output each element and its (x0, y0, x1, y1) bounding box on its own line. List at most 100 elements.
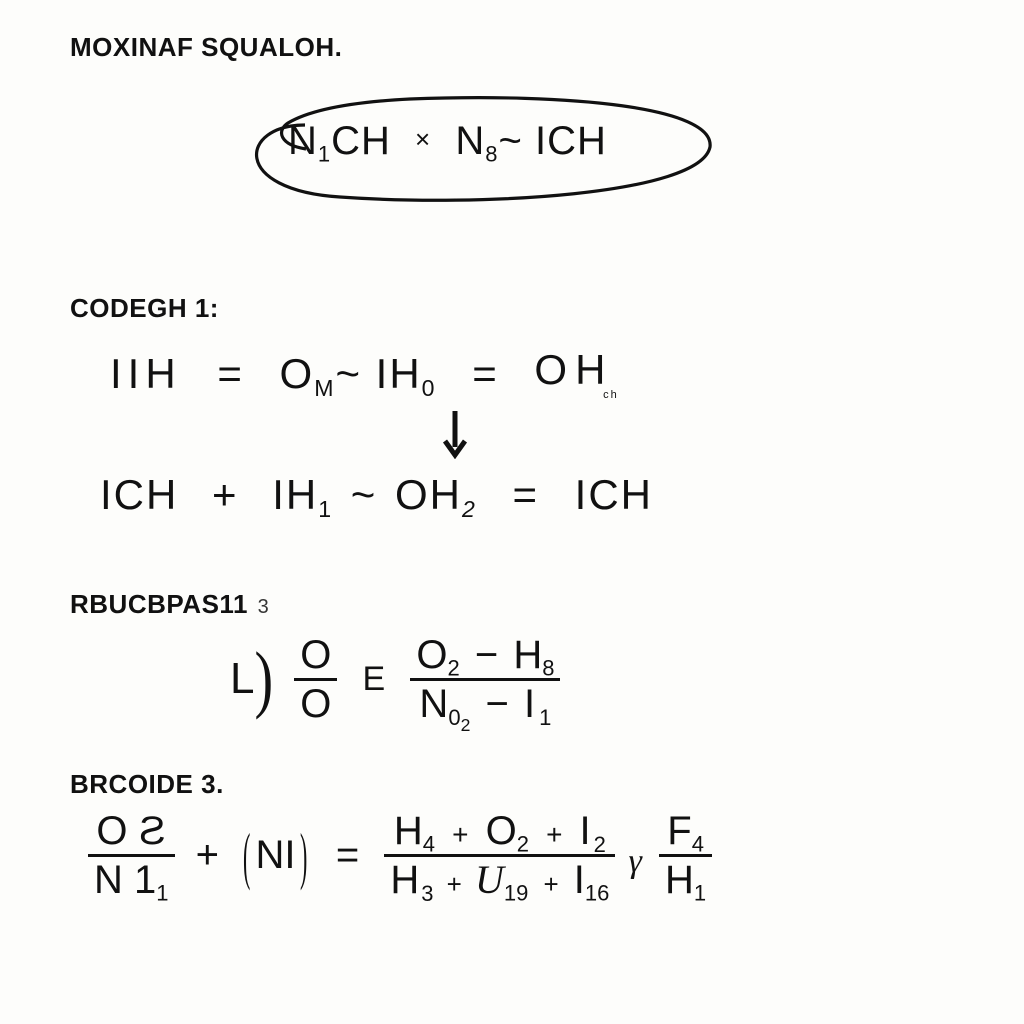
equals-icon: = (450, 350, 521, 398)
subscript: 0 (422, 375, 437, 401)
denominator: N02 − I1 (410, 681, 560, 725)
eq1b-mid2: OH2 (395, 471, 477, 519)
text: H (394, 809, 423, 853)
text: O (416, 633, 447, 677)
text: U (475, 857, 504, 902)
text: I (574, 858, 585, 902)
text: N (288, 119, 318, 163)
text: H (665, 858, 694, 902)
denominator: H3 + U19 + I16 (384, 857, 615, 901)
down-arrow-icon (440, 407, 470, 459)
eq1a-mid: OM~ IH0 (280, 350, 437, 398)
numerator: H4 + O2 + I2 (384, 810, 615, 854)
text: O (280, 350, 315, 397)
eq2-pre: L (230, 654, 254, 704)
denominator: N 11 (88, 857, 175, 901)
circled-term-b: N8~ ICH (455, 119, 607, 164)
subscript: 1 (156, 881, 168, 906)
subscript: 19 (504, 881, 528, 906)
eq3-tail-frac: F4 H1 (659, 810, 712, 901)
right-paren-icon: ) (300, 818, 307, 893)
text: CH (331, 119, 391, 163)
eq3-paren-content: NI (253, 833, 297, 878)
plus-icon: + (446, 819, 474, 850)
subscript: 1 (535, 705, 551, 730)
text: ~ ICH (499, 119, 607, 163)
subscript: 16 (585, 881, 609, 906)
subscript: 2 (462, 496, 477, 522)
text: OH (395, 471, 462, 518)
eq3-rhs-frac: H4 + O2 + I2 H3 + U19 + I16 (384, 810, 615, 901)
equation-1a: IIH = OM~ IH0 = OH ch (70, 346, 954, 401)
subscript: 2 (517, 832, 529, 857)
denominator: H1 (659, 857, 712, 901)
text: N (419, 682, 448, 726)
equals-icon: = (195, 350, 266, 398)
subscript: 3 (419, 881, 433, 906)
heading-codegh: CODEGH 1: (70, 293, 954, 324)
equation-2: L) O O E O2 − H8 N02 − I1 (70, 634, 954, 725)
equals-icon: = (322, 833, 373, 878)
times-operator: × (403, 124, 443, 155)
equation-3: OS N 11 + (NI) = H4 + O2 + I2 H3 + U19 + (70, 810, 954, 901)
text: H (513, 633, 542, 677)
left-paren-icon: ( (243, 818, 250, 893)
page: MOXINAF SQUALOH. N1CH × N8~ ICH CODEGH 1… (0, 0, 1024, 1024)
heading-rbucbpas: RBUCBPAS11 3 (70, 589, 954, 620)
text: 3 (258, 596, 270, 618)
eq2-E: E (349, 660, 400, 699)
text: H (390, 858, 419, 902)
plus-icon: + (540, 819, 568, 850)
text: I (524, 682, 535, 726)
subscript: 1 (318, 142, 331, 167)
numerator: F4 (659, 810, 712, 854)
subscript: 4 (423, 832, 435, 857)
text: O (96, 809, 133, 853)
eq2-frac1: O O (294, 634, 337, 725)
text: IH (272, 471, 318, 518)
text: ~ IH (335, 350, 421, 397)
plus-icon: + (539, 869, 562, 899)
circled-expression: N1CH × N8~ ICH (288, 117, 607, 164)
equals-icon: = (490, 471, 561, 519)
denominator: O (294, 681, 337, 725)
heading-moxinaf: MOXINAF SQUALOH. (70, 32, 954, 63)
eq2-frac2: O2 − H8 N02 − I1 (410, 634, 560, 725)
numerator: O2 − H8 (410, 634, 560, 678)
numerator: OS (88, 810, 175, 854)
text: S (133, 810, 166, 852)
eq1b-mid1: IH1 (272, 471, 333, 519)
subscript: M (314, 375, 335, 401)
plus-icon: + (445, 869, 464, 899)
circled-equation-block: N1CH × N8~ ICH (70, 105, 954, 215)
right-paren-icon: ) (254, 636, 273, 722)
eq1b-rhs: ICH (575, 471, 653, 519)
text: O (486, 809, 517, 853)
minus-icon: − (471, 633, 502, 677)
minus-icon: − (481, 682, 512, 726)
eq1a-rhs: OH ch (534, 346, 618, 401)
down-arrow-row (70, 407, 954, 464)
text: O (534, 346, 569, 393)
subscript: 1 (694, 881, 706, 906)
subscript: 1 (318, 496, 333, 522)
eq1a-lhs: IIH (110, 350, 182, 398)
plus-icon: + (186, 833, 229, 878)
subscript: 4 (692, 832, 704, 857)
gamma-symbol: γ (627, 843, 648, 881)
text: RBUCBPAS11 (70, 589, 248, 619)
text: H (575, 346, 607, 393)
tilde: ~ (347, 471, 382, 519)
subscript: 0 (448, 705, 460, 730)
subscript: 2 (461, 715, 471, 735)
equation-1b: ICH + IH1 ~ OH2 = ICH (70, 468, 954, 519)
circled-term-a: N1CH (288, 119, 391, 164)
eq1b-lhs: ICH (100, 471, 178, 519)
plus-icon: + (192, 471, 259, 519)
tiny-subscript: ch (603, 389, 619, 401)
heading-brcoide: BRCOIDE 3. (70, 769, 954, 800)
text: F (667, 809, 691, 853)
eq3-lhs-frac: OS N 11 (88, 810, 175, 901)
numerator: O (294, 634, 337, 678)
text: I (580, 809, 591, 853)
